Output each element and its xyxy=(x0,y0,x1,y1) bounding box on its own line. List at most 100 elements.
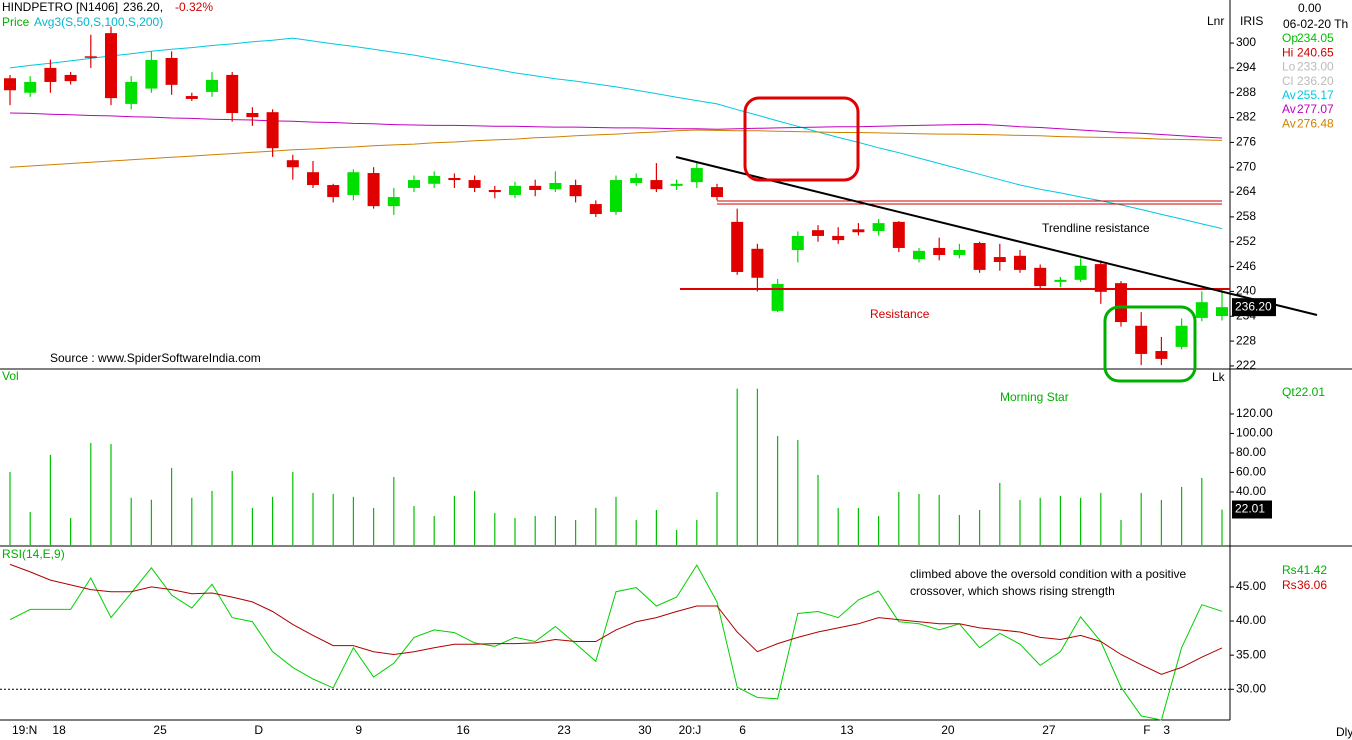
annotation: Trendline resistance xyxy=(1042,221,1150,235)
candle-body xyxy=(993,257,1006,263)
candle-body xyxy=(1074,265,1087,280)
y-tick-label: 288 xyxy=(1236,85,1256,99)
candle-body xyxy=(125,81,138,104)
candle-body xyxy=(165,57,178,85)
candle-body xyxy=(731,221,744,272)
candle-body xyxy=(1034,267,1047,287)
info-value: 255.17 xyxy=(1297,88,1334,102)
candle-body xyxy=(690,168,703,183)
info-label: Av xyxy=(1282,116,1296,130)
info-value: 36.06 xyxy=(1297,578,1327,592)
candle-body xyxy=(589,204,602,215)
annotation: climbed above the oversold condition wit… xyxy=(910,567,1186,581)
last-volume-label: 22.01 xyxy=(1235,502,1265,516)
x-tick-label: 3 xyxy=(1163,723,1170,737)
x-tick-label: D xyxy=(254,723,263,737)
y-tick-label: 120.00 xyxy=(1236,406,1273,420)
candle-body xyxy=(1216,307,1228,317)
candle-body xyxy=(347,172,360,195)
candle-body xyxy=(670,183,683,186)
candle-body xyxy=(509,185,521,195)
candle-body xyxy=(266,112,279,149)
candle-body xyxy=(529,185,542,191)
y-tick-label: 264 xyxy=(1236,184,1256,198)
y-tick-label: 252 xyxy=(1236,234,1256,248)
y-tick-label: 294 xyxy=(1236,60,1256,74)
y-tick-label: 300 xyxy=(1236,35,1256,49)
candle-body xyxy=(206,79,218,92)
candle-body xyxy=(933,247,946,255)
x-tick-label: F xyxy=(1143,723,1150,737)
x-tick-label: 20 xyxy=(941,723,955,737)
candle-body xyxy=(145,60,158,89)
candle-body xyxy=(44,67,57,82)
y-tick-label: 100.00 xyxy=(1236,426,1273,440)
y-tick-label: 258 xyxy=(1236,209,1256,223)
y-tick-label: 60.00 xyxy=(1236,465,1266,479)
candle-body xyxy=(428,175,441,184)
candle-body xyxy=(771,283,784,311)
info-label: Hi xyxy=(1282,45,1293,59)
info-label: Op xyxy=(1282,31,1298,45)
x-tick-label: 13 xyxy=(840,723,854,737)
y-tick-label: 40.00 xyxy=(1236,484,1266,498)
info-label: Rs xyxy=(1282,563,1297,577)
annotation: Resistance xyxy=(870,307,930,321)
candle-body xyxy=(448,177,461,181)
candle-body xyxy=(953,250,966,255)
annotation: crossover, which shows rising strength xyxy=(910,584,1115,598)
y-tick-label: 40.00 xyxy=(1236,613,1266,627)
frame xyxy=(0,0,1352,721)
averages: Avg3(S,50,S,100,S,200) xyxy=(34,15,163,29)
y-tick-label: 30.00 xyxy=(1236,681,1266,695)
drawings xyxy=(675,96,1318,383)
info-value: 233.00 xyxy=(1297,60,1334,74)
candle-body xyxy=(872,223,885,231)
info-label: Rs xyxy=(1282,578,1297,592)
x-tick-label: 19:N xyxy=(12,723,37,737)
volume-label: Vol xyxy=(2,369,19,383)
y-tick-label: 270 xyxy=(1236,159,1256,173)
lock: Lk xyxy=(1212,370,1226,384)
candle-body xyxy=(24,81,37,93)
candle-body xyxy=(832,235,845,241)
date: 06-02-20 Th xyxy=(1283,17,1348,31)
x-tick-label: 9 xyxy=(355,723,362,737)
candle-body xyxy=(4,78,16,91)
annotation: Morning Star xyxy=(1000,390,1069,404)
candle-body xyxy=(630,177,643,183)
candle-body xyxy=(64,74,77,82)
y-tick-label: 276 xyxy=(1236,135,1256,149)
info-value: 276.48 xyxy=(1297,116,1334,130)
last-price-box xyxy=(1232,298,1276,317)
candle-body xyxy=(569,185,582,197)
candle-body xyxy=(751,248,764,278)
rsi-label: RSI(14,E,9) xyxy=(2,547,65,561)
top-value: 0.00 xyxy=(1298,1,1322,15)
x-tick-label: 20:J xyxy=(679,723,702,737)
info-label: Cl xyxy=(1282,74,1293,88)
candle-body xyxy=(185,96,198,99)
y-tick-label: 80.00 xyxy=(1236,445,1266,459)
moving-average xyxy=(9,129,1223,168)
info-value: 41.42 xyxy=(1297,563,1327,577)
candle-body xyxy=(650,180,663,190)
candle-body xyxy=(1195,302,1208,318)
info-value: 234.05 xyxy=(1297,31,1334,45)
info-value: 240.65 xyxy=(1297,45,1334,59)
candle-body xyxy=(791,235,804,251)
candle-body xyxy=(852,229,865,233)
rsi-line xyxy=(9,563,1223,675)
period: Dly xyxy=(1336,725,1352,739)
candle-body xyxy=(246,113,259,118)
moving-average xyxy=(9,112,1223,139)
x-tick-label: 25 xyxy=(153,723,167,737)
candle-body xyxy=(973,242,986,270)
change: -0.32% xyxy=(175,0,213,14)
info-label: Qt xyxy=(1282,385,1295,399)
info-value: 22.01 xyxy=(1295,385,1325,399)
candle-body xyxy=(1155,351,1168,359)
candle-body xyxy=(892,221,905,248)
